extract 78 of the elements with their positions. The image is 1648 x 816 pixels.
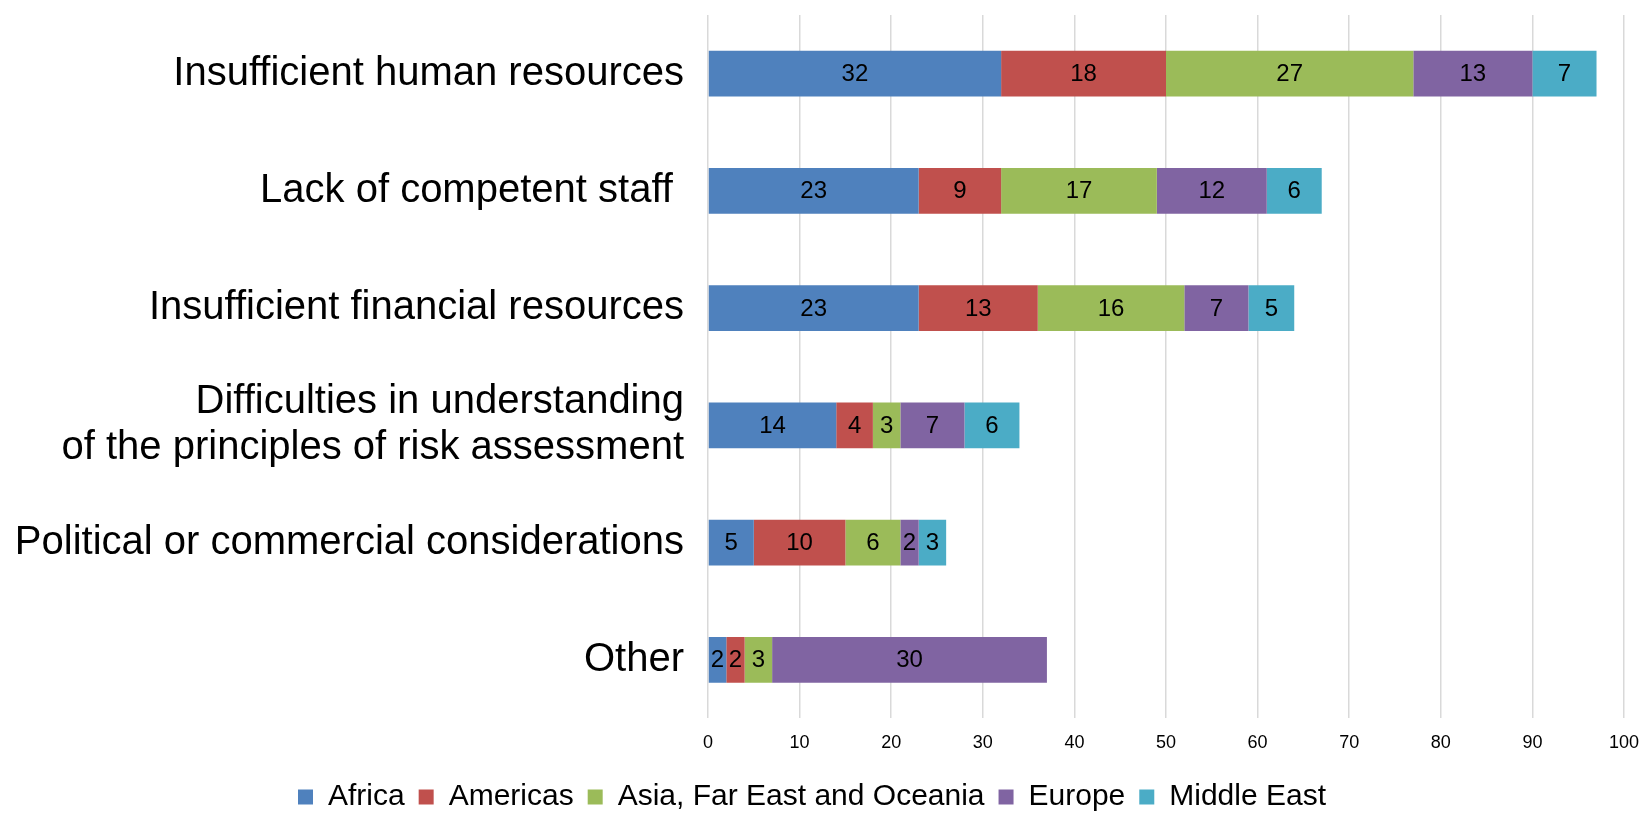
- y-tick-label: Insufficient financial resources: [148, 283, 684, 328]
- data-label: 2: [902, 528, 917, 556]
- bar: [708, 402, 837, 449]
- x-tick-label: 0: [702, 732, 714, 753]
- bar: [1184, 285, 1249, 331]
- legend-label: Europe: [1028, 778, 1126, 812]
- bar: [918, 285, 1038, 331]
- y-tick-label: Political or commercial considerations: [14, 517, 684, 562]
- data-label: 12: [1198, 176, 1226, 204]
- bar: [708, 50, 1002, 97]
- data-label: 7: [1557, 59, 1572, 87]
- data-label: 6: [1287, 176, 1301, 204]
- data-label: 13: [1459, 59, 1487, 87]
- y-tick-label: Lack of competent staff: [260, 165, 684, 210]
- bar: [772, 636, 1047, 683]
- bar: [708, 285, 919, 331]
- data-label: 7: [1209, 293, 1224, 321]
- y-tick-label: Insufficient human resources: [173, 48, 684, 93]
- x-tick-label: 80: [1430, 732, 1451, 753]
- data-label: 13: [964, 293, 992, 321]
- bar: [918, 167, 1002, 214]
- legend-label: Middle East: [1169, 778, 1327, 812]
- data-label: 23: [800, 293, 828, 321]
- bar: [964, 402, 1020, 449]
- data-label: 3: [925, 528, 940, 556]
- bar: [726, 636, 745, 683]
- bar: [1532, 50, 1597, 97]
- bar: [1166, 50, 1414, 97]
- legend-label: Asia, Far East and Oceania: [617, 778, 985, 812]
- bar: [900, 519, 919, 566]
- legend-label: Americas: [448, 778, 574, 812]
- x-tick-label: 40: [1064, 732, 1085, 753]
- data-label: 4: [847, 410, 862, 438]
- bar: [1266, 167, 1322, 214]
- x-tick-label: 20: [881, 732, 902, 753]
- data-label: 16: [1097, 293, 1125, 321]
- data-label: 18: [1070, 59, 1097, 87]
- bar: [708, 519, 754, 566]
- data-label: 23: [800, 176, 828, 204]
- data-label: 14: [759, 410, 786, 438]
- data-label: 30: [896, 645, 923, 673]
- bar: [1001, 167, 1157, 214]
- bar: [1413, 50, 1533, 97]
- data-label: 5: [724, 528, 738, 556]
- y-tick-label: Difficulties in understanding of the principles of risk assessment: [61, 377, 684, 468]
- data-label: 6: [866, 528, 880, 556]
- x-tick-label: 50: [1155, 732, 1177, 753]
- data-label: 3: [751, 645, 766, 673]
- x-tick-label: 70: [1339, 732, 1360, 753]
- data-label: 2: [710, 645, 725, 673]
- bar: [872, 402, 901, 449]
- x-tick-label: 90: [1522, 732, 1543, 753]
- bar: [836, 402, 873, 449]
- y-tick-label: Other: [583, 634, 684, 679]
- bar: [900, 402, 965, 449]
- legend-label: Africa: [327, 778, 405, 812]
- data-label: 27: [1276, 59, 1304, 87]
- data-label: 17: [1065, 176, 1093, 204]
- data-label: 7: [925, 410, 940, 438]
- bar: [708, 167, 919, 214]
- bar: [1156, 167, 1267, 214]
- x-tick-label: 10: [789, 732, 810, 753]
- data-label: 5: [1264, 293, 1279, 321]
- bar: [1248, 285, 1295, 331]
- bar: [1037, 285, 1185, 331]
- bar: [744, 636, 773, 683]
- data-label: 6: [985, 410, 999, 438]
- data-label: 3: [879, 410, 894, 438]
- x-tick-label: 60: [1247, 732, 1268, 753]
- bar: [1001, 50, 1166, 97]
- data-label: 2: [728, 645, 743, 673]
- x-tick-label: 100: [1608, 732, 1640, 753]
- data-label: 9: [953, 176, 967, 204]
- data-label: 10: [786, 528, 813, 556]
- x-tick-label: 30: [972, 732, 993, 753]
- bar: [753, 519, 846, 566]
- data-label: 32: [841, 59, 869, 87]
- bar: [845, 519, 901, 566]
